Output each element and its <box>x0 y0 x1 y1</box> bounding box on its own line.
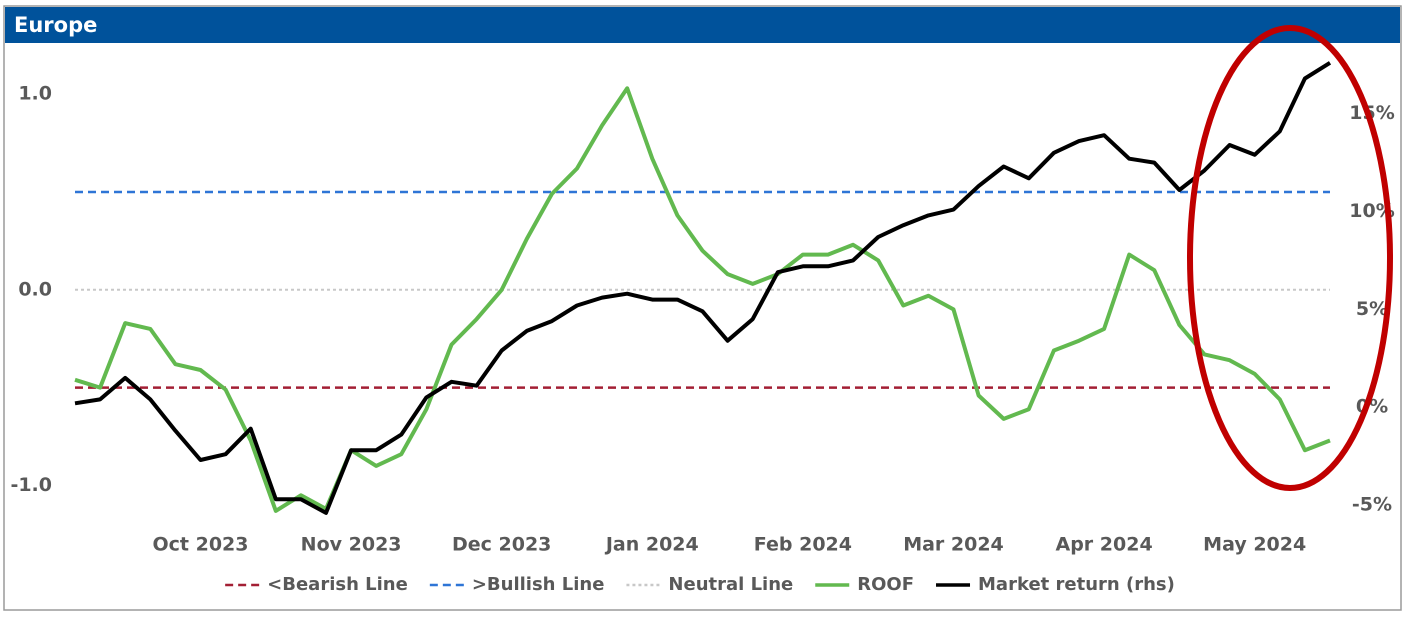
x-tick-label: Oct 2023 <box>153 534 249 556</box>
x-tick-label: Nov 2023 <box>301 534 402 556</box>
data-line <box>74 61 1332 515</box>
y2-tick-label: 10% <box>1349 200 1394 222</box>
x-tick-label: Feb 2024 <box>754 534 852 556</box>
legend-label: >Bullish Line <box>472 574 605 595</box>
header-bar <box>5 7 1400 43</box>
chart-title: Europe <box>14 13 97 37</box>
x-tick-label: Jan 2024 <box>604 534 699 556</box>
x-tick-label: Dec 2023 <box>452 534 551 556</box>
x-tick-label: May 2024 <box>1203 534 1306 556</box>
legend-label: <Bearish Line <box>267 574 408 595</box>
legend-label: ROOF <box>857 574 914 595</box>
y2-tick-label: 15% <box>1349 102 1394 124</box>
y2-tick-label: -5% <box>1352 494 1392 516</box>
legend-label: Neutral Line <box>668 574 793 595</box>
x-tick-label: Apr 2024 <box>1056 534 1153 556</box>
y-tick-label: 0.0 <box>18 278 52 300</box>
legend-label: Market return (rhs) <box>978 574 1175 595</box>
x-tick-label: Mar 2024 <box>903 534 1004 556</box>
highlight-ellipse <box>1187 25 1393 491</box>
data-line <box>74 86 1331 513</box>
y2-tick-label: 5% <box>1356 298 1388 320</box>
frame <box>3 5 1402 611</box>
y-tick-label: 1.0 <box>18 83 52 105</box>
y-tick-label: -1.0 <box>10 474 52 496</box>
